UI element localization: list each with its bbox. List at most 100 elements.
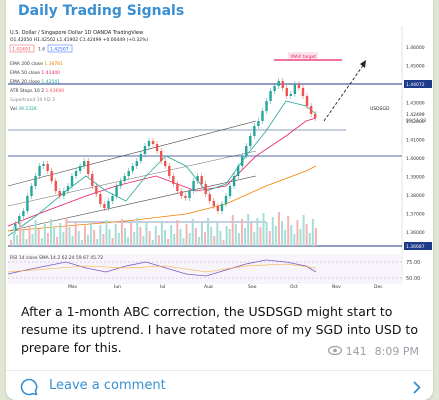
chart-image[interactable]: MAX target RSI 14 close SMA 14.2 62.24 5…	[6, 26, 433, 288]
volume-bar	[176, 220, 179, 246]
x-tick: Jul	[159, 284, 165, 288]
candle-body	[241, 156, 244, 166]
candle-body	[50, 171, 53, 181]
candle-body	[188, 191, 191, 198]
volume-bar	[123, 228, 126, 246]
volume-bar	[265, 222, 268, 246]
channel-title[interactable]: Daily Trading Signals	[18, 3, 185, 19]
volume-bar	[105, 220, 108, 246]
candle-body	[155, 144, 159, 151]
volume-bar	[213, 236, 216, 246]
candle-body	[277, 81, 280, 86]
candle-body	[115, 186, 118, 196]
candle-body	[313, 114, 317, 118]
volume-bar	[237, 233, 240, 246]
y-tick: 1.40000	[406, 156, 425, 162]
volume-bar	[210, 227, 213, 246]
leave-comment-button[interactable]: Leave a comment	[6, 370, 433, 400]
x-tick: Dec	[374, 284, 383, 288]
candle-body	[269, 91, 272, 101]
volume-bars	[10, 212, 317, 246]
volume-bar	[136, 218, 139, 246]
candle-body	[135, 161, 139, 166]
volume-bar	[302, 215, 305, 246]
candle-body	[91, 174, 94, 186]
rsi-label: RSI 14 close SMA 14.2 62.24 59.67 45.72	[10, 255, 103, 261]
message-meta: 141 8:09 PM	[327, 345, 419, 358]
symbol-line: U.S. Dollar / Singapore Dollar 1D OANDA …	[10, 30, 143, 36]
volume-bar	[139, 227, 142, 246]
candle-body	[309, 106, 313, 114]
volume-bar	[164, 230, 166, 246]
volume-bar	[290, 225, 293, 246]
volume-bar	[80, 240, 83, 246]
y-tick: 1.37000	[406, 212, 425, 218]
volume-bar	[274, 226, 277, 246]
volume-bar	[314, 228, 317, 246]
message-card: Daily Trading Signals MAX target	[6, 0, 433, 400]
candle-body	[34, 176, 37, 186]
candle-body	[107, 201, 110, 208]
views-count: 141	[345, 345, 367, 358]
candle-body	[62, 191, 66, 196]
candle-body	[216, 206, 220, 211]
x-tick: May	[68, 284, 78, 288]
candlesticks	[14, 78, 317, 234]
message-text: After a 1-month ABC correction, the USDS…	[21, 304, 418, 355]
volume-bar	[108, 229, 111, 246]
volume-bar	[50, 219, 53, 246]
volume-bar	[170, 225, 173, 246]
candle-body	[281, 81, 284, 88]
volume-bar	[305, 224, 308, 246]
candle-body	[228, 186, 232, 196]
candle-body	[232, 176, 236, 186]
volume-bar	[157, 235, 160, 246]
volume-bar	[120, 219, 123, 246]
y-tick: 1.39000	[406, 175, 425, 181]
volume-bar	[99, 225, 102, 246]
volume-bar	[46, 233, 49, 246]
bid-price: 1.42491	[12, 47, 31, 53]
candle-body	[159, 151, 163, 161]
volume-bar	[87, 235, 89, 246]
volume-bar	[308, 233, 311, 246]
indicator-ema20: EMA 20 close 1.42541	[10, 79, 60, 85]
candle-body	[224, 196, 228, 204]
volume-bar	[145, 222, 148, 246]
candle-body	[123, 176, 126, 181]
volume-bar	[222, 240, 225, 246]
volume-bar	[59, 223, 62, 246]
volume-bar	[284, 230, 287, 246]
candle-body	[301, 88, 305, 96]
volume-bar	[200, 223, 203, 246]
volume-bar	[133, 232, 136, 246]
countdown: 08:51:23	[406, 118, 426, 124]
leave-comment-label: Leave a comment	[49, 378, 166, 393]
volume-bar	[142, 236, 145, 246]
y-tick: 1.43000	[406, 101, 425, 107]
volume-bar	[77, 231, 80, 246]
volume-bar	[216, 222, 219, 246]
volume-bar	[167, 239, 170, 246]
volume-bar	[296, 220, 299, 246]
indicator-ema200: EMA 200 close 1.36781	[10, 61, 63, 67]
volume-bar	[28, 225, 31, 246]
volume-bar	[253, 232, 256, 246]
candle-body	[180, 191, 183, 196]
views-icon	[327, 345, 342, 358]
volume-bar	[65, 218, 68, 246]
indicator-ema50: EMA 50 close 1.41440	[10, 70, 60, 76]
volume-bar	[281, 221, 284, 246]
candle-body	[164, 161, 167, 166]
volume-bar	[13, 226, 16, 246]
candle-body	[103, 204, 106, 208]
volume-bar	[117, 233, 120, 246]
x-axis-ticks: May Jun Jul Aug Sep Oct Nov Dec	[68, 284, 383, 288]
volume-bar	[250, 223, 253, 246]
volume-bar	[31, 234, 34, 246]
volume-bar	[219, 231, 222, 246]
volume-bar	[241, 219, 243, 246]
comment-bubble-icon	[20, 378, 38, 400]
rsi-tick-50: 50.00	[406, 276, 420, 282]
candle-body	[87, 161, 90, 174]
